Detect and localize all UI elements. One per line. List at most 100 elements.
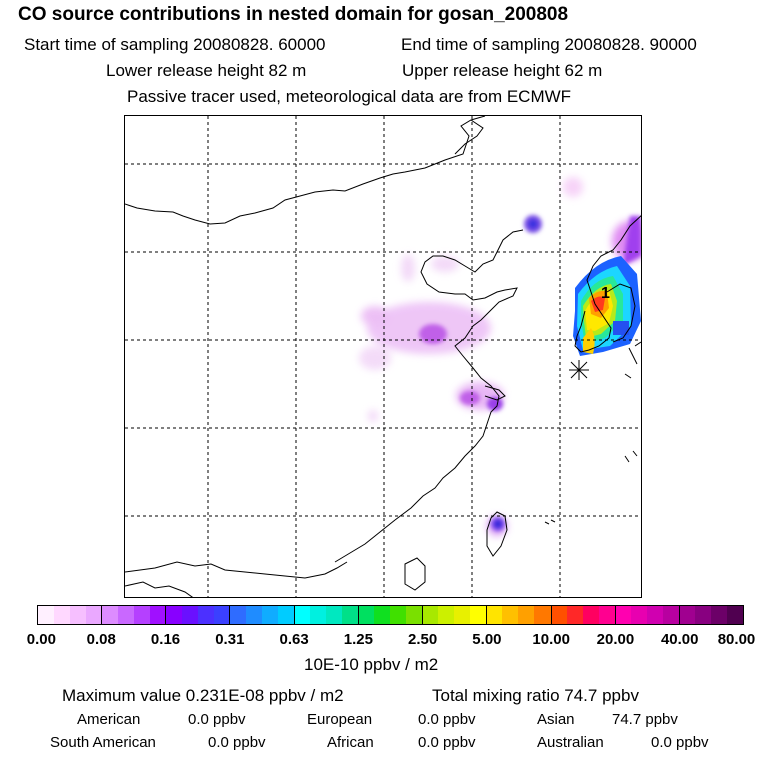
plume-core-central xyxy=(419,324,447,344)
colorbar-unit: 10E-10 ppbv / m2 xyxy=(304,655,439,674)
hainan-coast xyxy=(404,557,426,591)
region-name: Asian xyxy=(537,711,575,728)
colorbar-segment xyxy=(262,606,279,624)
colorbar-tick-label: 20.00 xyxy=(596,631,635,648)
region-value: 0.0 ppbv xyxy=(418,711,476,728)
plume-layer xyxy=(359,177,641,536)
colorbar-segment xyxy=(278,606,295,624)
tracer-note: Passive tracer used, meteorological data… xyxy=(127,87,572,106)
colorbar-segment xyxy=(614,606,631,624)
laos-border xyxy=(125,581,194,597)
coastline-layer xyxy=(125,116,641,597)
vietnam-border xyxy=(125,561,348,579)
plume-far-north xyxy=(563,177,583,197)
colorbar-segment xyxy=(182,606,199,624)
region-value: 74.7 ppbv xyxy=(612,711,678,728)
colorbar-divider xyxy=(550,605,552,625)
colorbar-segment xyxy=(358,606,375,624)
hangzhou-bay xyxy=(484,385,506,401)
region-name: African xyxy=(327,734,374,751)
colorbar-segment xyxy=(326,606,343,624)
end-time-label: End time of sampling 20080828. 90000 xyxy=(401,35,697,54)
colorbar-segment xyxy=(662,606,679,624)
plume-core-yangtze xyxy=(460,391,480,405)
region-name: Australian xyxy=(537,734,604,751)
colorbar-segment xyxy=(214,606,231,624)
korea-north-coast xyxy=(586,215,641,293)
colorbar-segment xyxy=(710,606,727,624)
colorbar-segment xyxy=(198,606,215,624)
colorbar-segment xyxy=(246,606,263,624)
colorbar-segment xyxy=(550,606,567,624)
colorbar-tick-label: 0.16 xyxy=(150,631,181,648)
region-name: European xyxy=(307,711,373,728)
colorbar-tick-label: 5.00 xyxy=(472,631,502,648)
colorbar-divider xyxy=(422,605,424,625)
colorbar-segment xyxy=(646,606,663,624)
colorbar-tick-label: 1.25 xyxy=(343,631,373,648)
plume-core-north-center xyxy=(528,219,538,229)
colorbar-tick-label: 0.00 xyxy=(26,631,56,648)
colorbar-segment xyxy=(38,606,55,624)
plume-core-taiwan-center xyxy=(494,520,502,528)
colorbar-segment xyxy=(454,606,471,624)
colorbar-tick-label: 0.31 xyxy=(215,631,245,648)
colorbar-segment xyxy=(310,606,327,624)
colorbar-segment xyxy=(598,606,615,624)
region-value: 0.0 ppbv xyxy=(188,711,246,728)
colorbar-segment xyxy=(118,606,135,624)
colorbar-segment xyxy=(54,606,71,624)
colorbar xyxy=(37,605,744,625)
colorbar-segment xyxy=(102,606,119,624)
plot-title: CO source contributions in nested domain… xyxy=(18,4,569,25)
plume-core-northeast xyxy=(623,216,641,266)
colorbar-tick-label: 0.63 xyxy=(279,631,309,648)
map-canvas: 1 xyxy=(125,116,641,597)
colorbar-segment xyxy=(422,606,439,624)
total-mixing-ratio: Total mixing ratio 74.7 ppbv xyxy=(432,686,639,705)
colorbar-segment xyxy=(502,606,519,624)
taiwan-coast xyxy=(486,511,508,557)
colorbar-segment xyxy=(166,606,183,624)
lower-release-height: Lower release height 82 m xyxy=(106,61,307,80)
korea-east-coast xyxy=(606,283,636,343)
plume-bohai xyxy=(431,256,459,272)
colorbar-divider xyxy=(165,605,167,625)
colorbar-segment xyxy=(390,606,407,624)
plume-north-china xyxy=(401,254,415,282)
colorbar-divider xyxy=(293,605,295,625)
colorbar-segment xyxy=(486,606,503,624)
colorbar-segment xyxy=(150,606,167,624)
upper-release-height: Upper release height 62 m xyxy=(402,61,603,80)
colorbar-segment xyxy=(582,606,599,624)
colorbar-segment xyxy=(438,606,455,624)
region-value: 0.0 ppbv xyxy=(208,734,266,751)
colorbar-segment xyxy=(518,606,535,624)
colorbar-segment xyxy=(86,606,103,624)
colorbar-segment xyxy=(470,606,487,624)
region-value: 0.0 ppbv xyxy=(651,734,709,751)
japan-islands xyxy=(624,341,641,379)
colorbar-segment xyxy=(70,606,87,624)
colorbar-segment xyxy=(294,606,311,624)
region-value: 0.0 ppbv xyxy=(418,734,476,751)
colorbar-tick-label: 40.00 xyxy=(660,631,699,648)
colorbar-divider xyxy=(486,605,488,625)
colorbar-divider xyxy=(679,605,681,625)
colorbar-tick-label: 80.00 xyxy=(717,631,756,648)
china-east-coast xyxy=(334,229,524,563)
region-name: South American xyxy=(50,734,156,751)
colorbar-segment xyxy=(230,606,247,624)
korea-peninsula xyxy=(574,291,612,353)
colorbar-divider xyxy=(357,605,359,625)
region-name: American xyxy=(77,711,141,728)
korea-hotspot xyxy=(573,256,641,356)
colorbar-segment xyxy=(726,606,743,624)
gosan-receptor-marker xyxy=(569,360,589,380)
station-number-label: 1 xyxy=(601,285,610,302)
northeast-border xyxy=(454,119,484,155)
mongolia-border xyxy=(125,116,486,225)
plume-core-shanghai xyxy=(487,397,503,411)
colorbar-segment xyxy=(694,606,711,624)
colorbar-segment xyxy=(342,606,359,624)
